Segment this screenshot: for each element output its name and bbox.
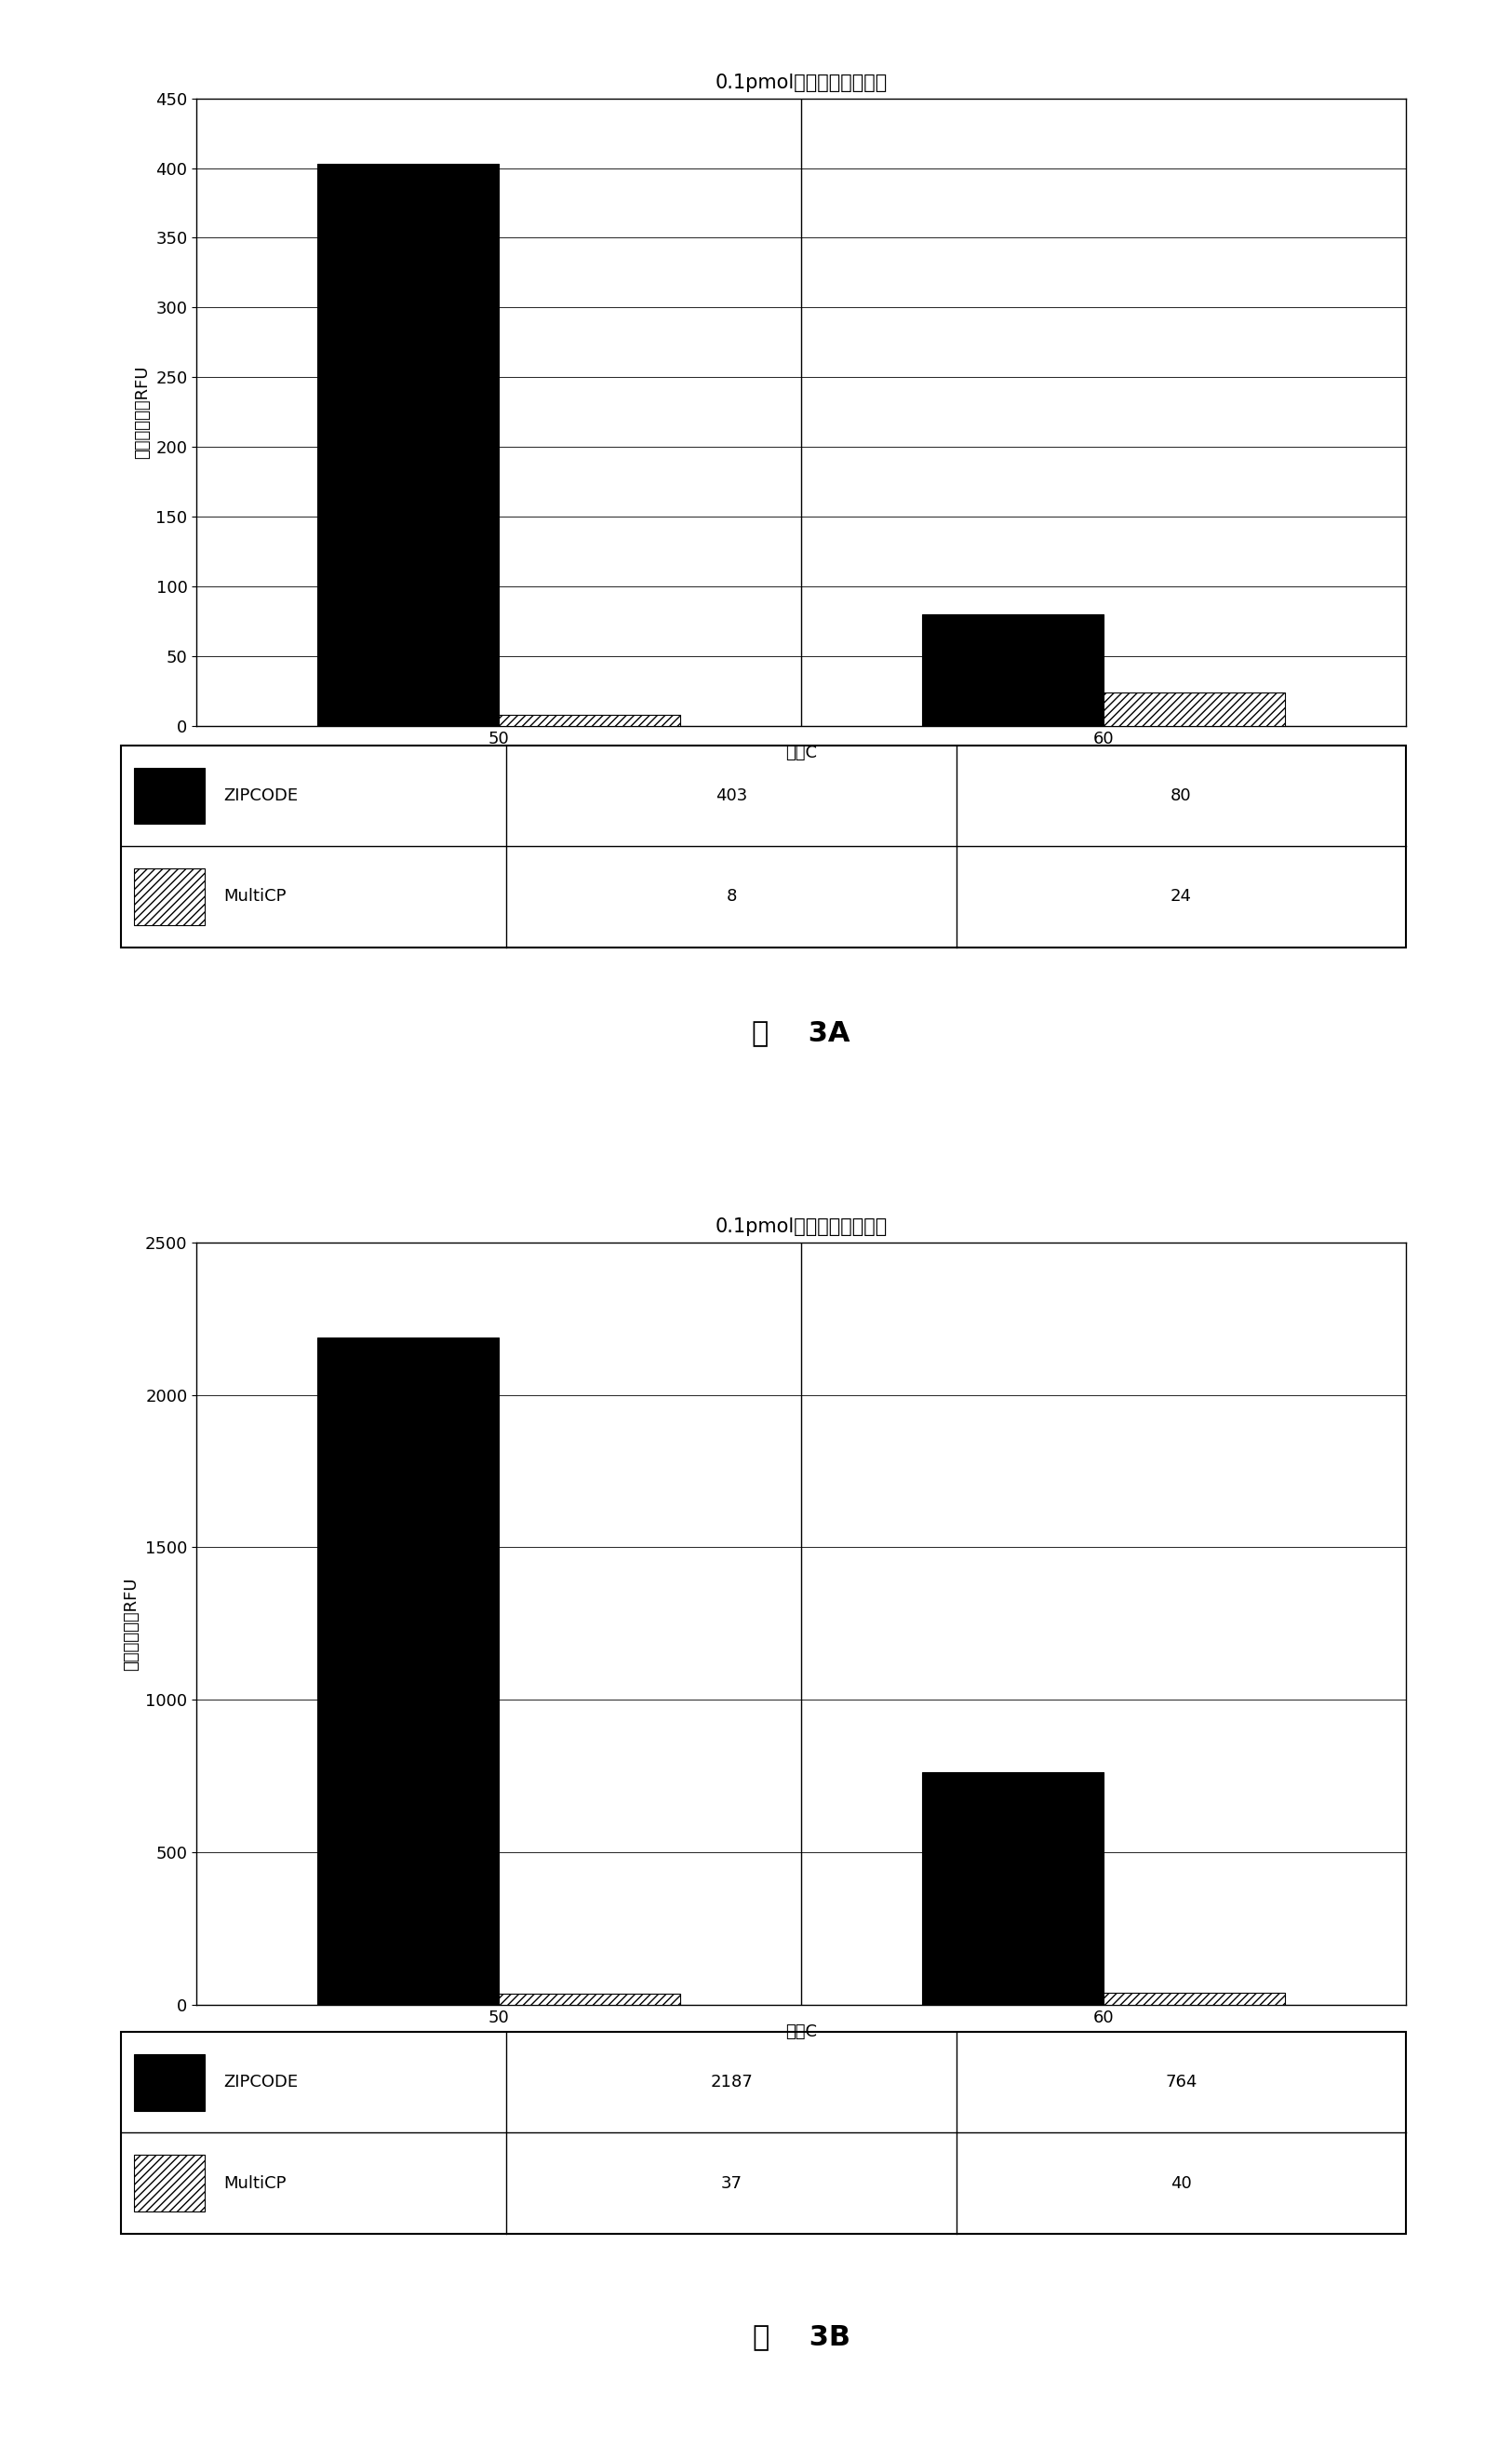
Y-axis label: 总的非对角线RFU: 总的非对角线RFU: [133, 364, 151, 460]
Bar: [135, 868, 204, 925]
Bar: [499, 713, 680, 726]
Bar: [1104, 691, 1285, 726]
Bar: [499, 1993, 680, 2005]
Bar: [318, 165, 499, 726]
Text: MultiCP: MultiCP: [224, 2175, 287, 2192]
Y-axis label: 总的非对角线RFU: 总的非对角线RFU: [124, 1577, 141, 1670]
Title: 0.1pmol靶标的总交叉反应: 0.1pmol靶标的总交叉反应: [715, 1218, 888, 1235]
Text: 图    3B: 图 3B: [753, 2325, 850, 2349]
Text: 764: 764: [1166, 2074, 1198, 2091]
Text: 403: 403: [715, 787, 747, 804]
Text: ZIPCODE: ZIPCODE: [224, 787, 298, 804]
Text: 图    3A: 图 3A: [753, 1021, 850, 1046]
Text: 8: 8: [726, 888, 736, 905]
Bar: [135, 2155, 204, 2212]
Text: 24: 24: [1170, 888, 1191, 905]
Text: 温度C: 温度C: [786, 2025, 816, 2039]
Bar: [135, 768, 204, 824]
Bar: [922, 1771, 1104, 2005]
Bar: [135, 2054, 204, 2111]
Text: 温度C: 温度C: [786, 745, 816, 760]
Text: ZIPCODE: ZIPCODE: [224, 2074, 298, 2091]
Text: 80: 80: [1170, 787, 1191, 804]
Title: 0.1pmol靶标的总交叉反应: 0.1pmol靶标的总交叉反应: [715, 74, 888, 91]
Text: 2187: 2187: [711, 2074, 753, 2091]
Text: 37: 37: [721, 2175, 742, 2192]
Bar: [318, 1338, 499, 2005]
Text: MultiCP: MultiCP: [224, 888, 287, 905]
Text: 40: 40: [1170, 2175, 1191, 2192]
Bar: [922, 615, 1104, 726]
Bar: [1104, 1993, 1285, 2005]
